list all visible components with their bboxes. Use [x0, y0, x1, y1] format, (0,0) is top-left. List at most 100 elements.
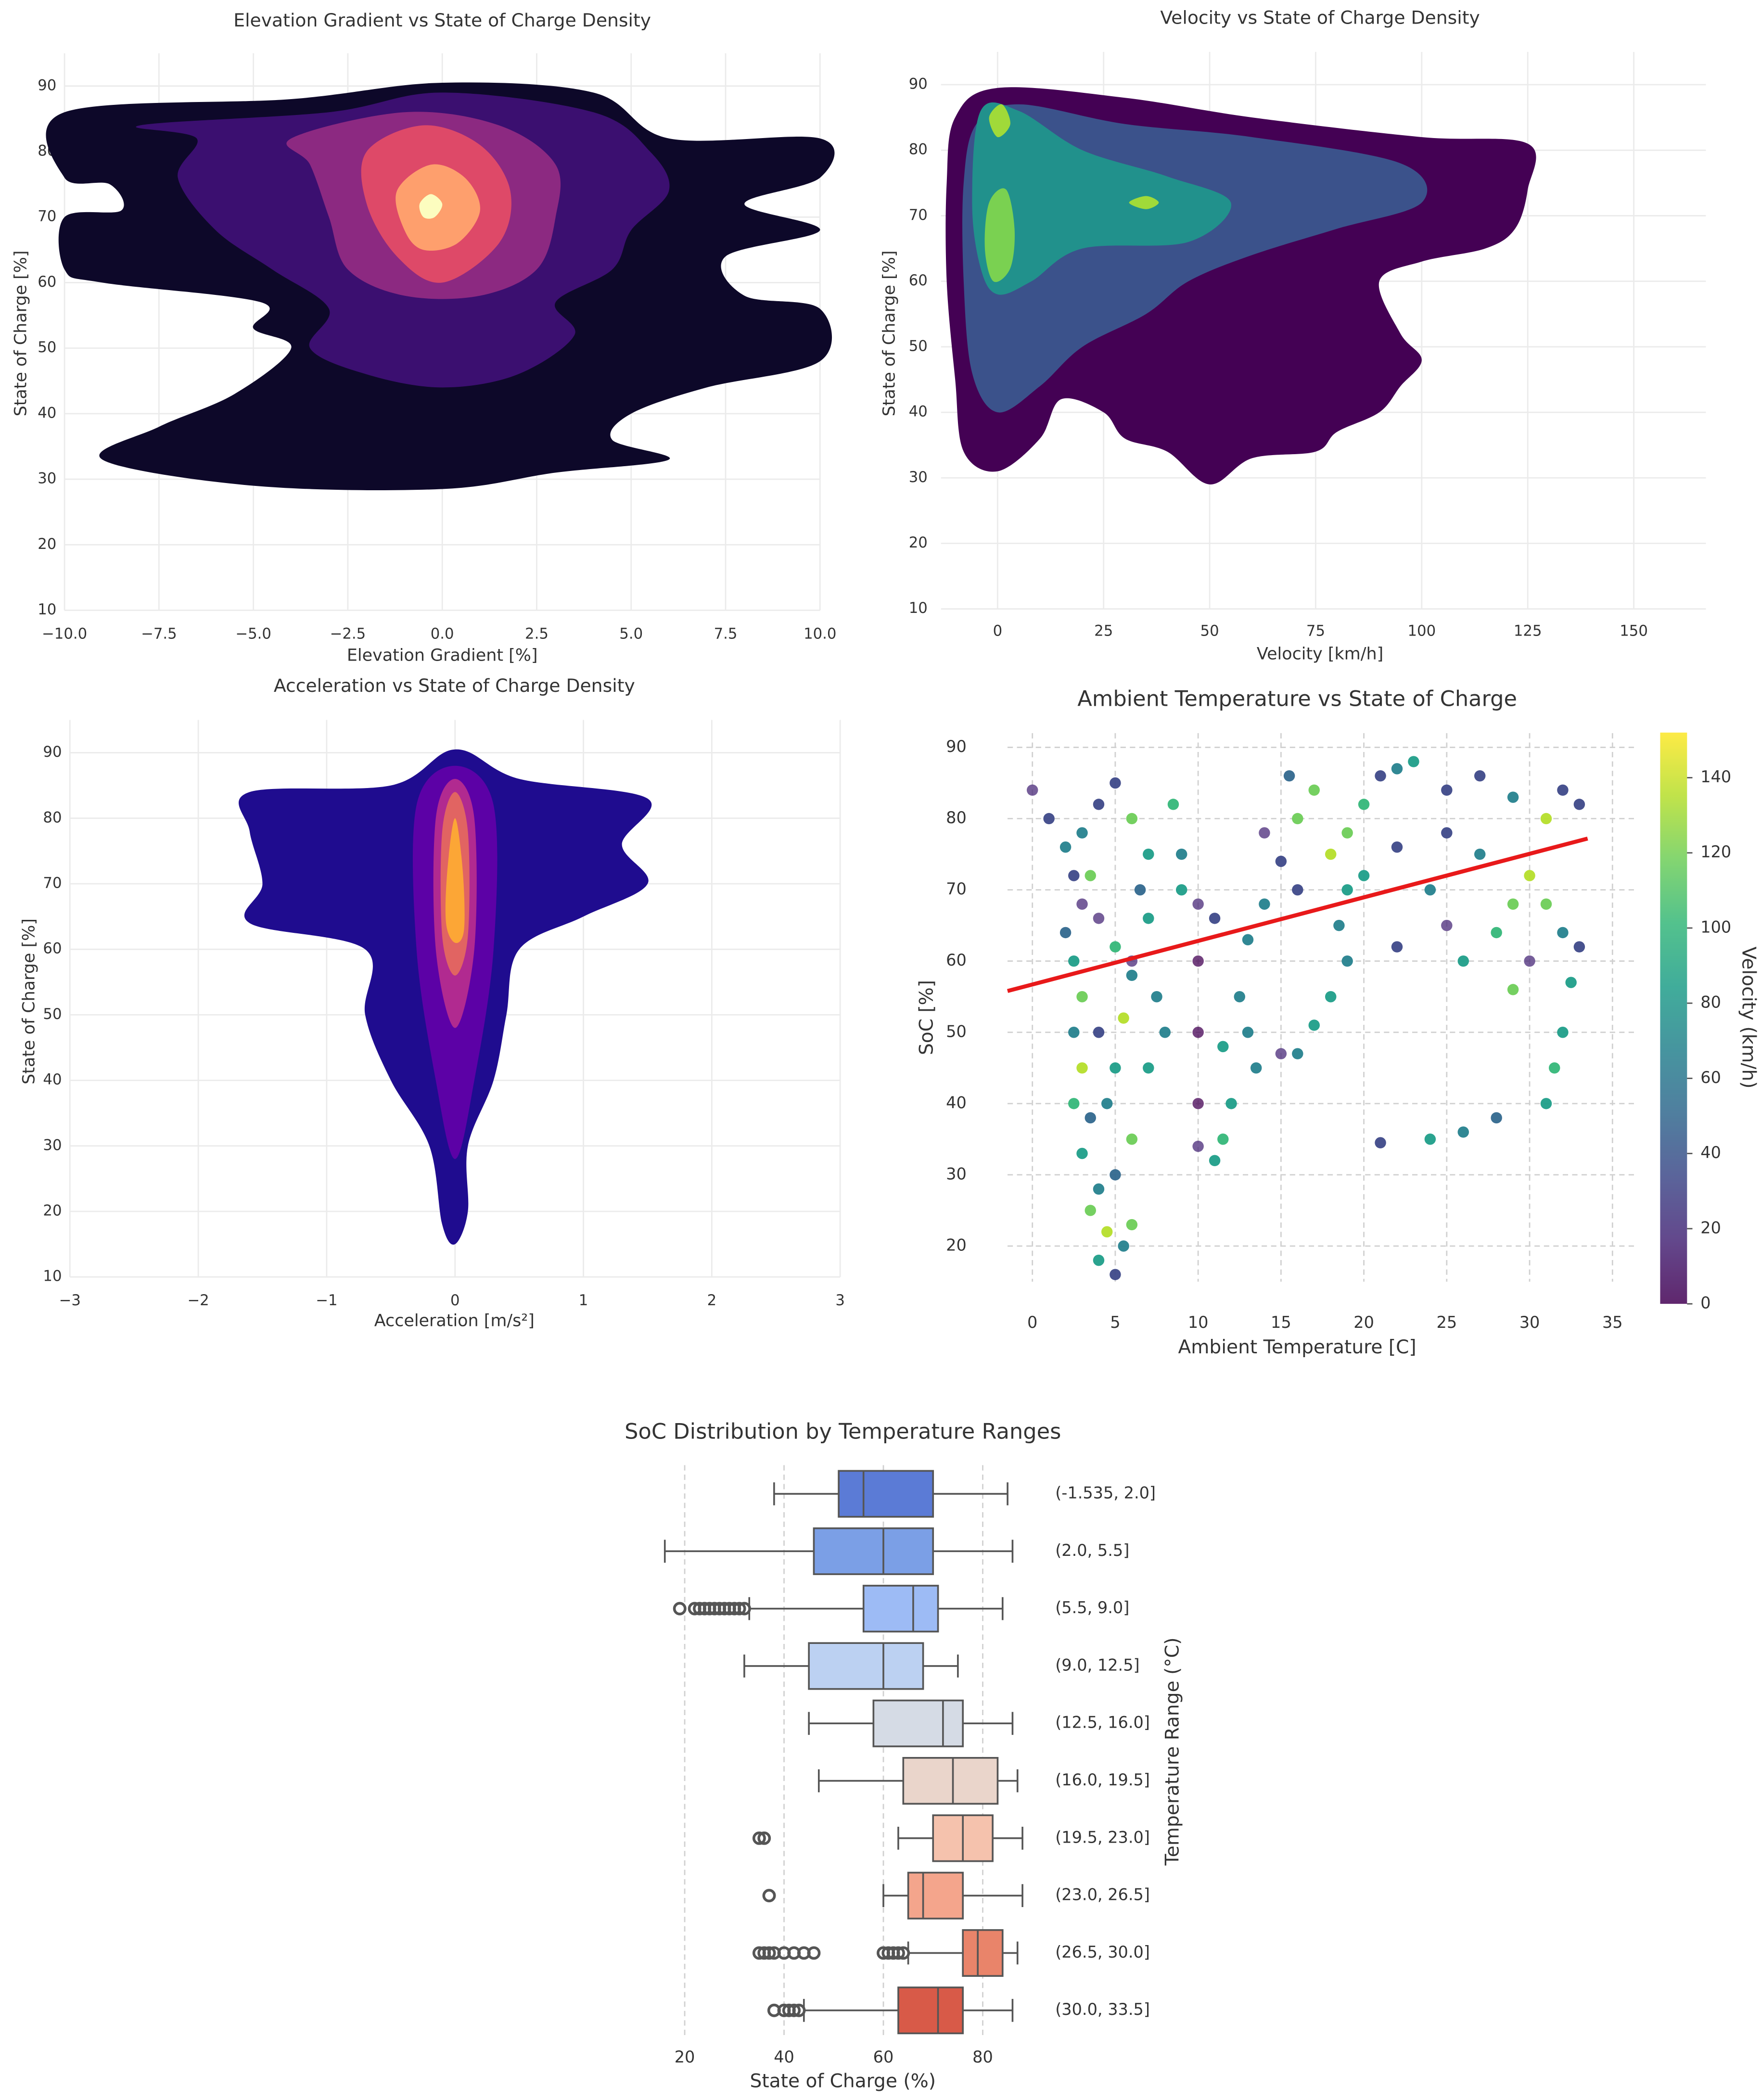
y-tick-label: 10 [43, 1268, 62, 1285]
scatter-point [1391, 763, 1403, 775]
y-tick-label: 90 [38, 76, 56, 94]
y-tick-label: 50 [909, 337, 928, 355]
scatter-point [1126, 1133, 1138, 1145]
scatter-point [1085, 1205, 1096, 1216]
scatter-point [1573, 941, 1585, 953]
category-label: (2.0, 5.5] [1055, 1541, 1129, 1560]
x-tick-label: −2 [187, 1292, 209, 1309]
x-tick-label: −3 [59, 1292, 81, 1309]
x-axis-label: Elevation Gradient [%] [347, 646, 538, 665]
chart-title: Velocity vs State of Charge Density [1160, 7, 1480, 28]
scatter-point [1540, 813, 1552, 825]
scatter-point [1217, 1133, 1229, 1145]
x-tick-label: 150 [1620, 623, 1648, 640]
y-tick-label: 30 [38, 470, 56, 487]
density-contour [445, 818, 465, 943]
category-label: (9.0, 12.5] [1055, 1655, 1139, 1674]
scatter-point [1234, 991, 1245, 1003]
scatter-point [1424, 1133, 1436, 1145]
scatter-point [1292, 1048, 1303, 1059]
box [813, 1527, 934, 1575]
scatter-point [1126, 813, 1138, 825]
scatter-point [1159, 1027, 1171, 1038]
y-tick-label: 90 [909, 75, 928, 92]
y-tick-label: 20 [946, 1235, 967, 1254]
scatter-point [1375, 1137, 1386, 1149]
scatter-point [1358, 799, 1370, 810]
scatter-point [1250, 1062, 1262, 1074]
y-tick-label: 60 [43, 940, 62, 957]
chart-title: Acceleration vs State of Charge Density [274, 675, 635, 696]
outlier [737, 1602, 751, 1616]
scatter-point [1068, 870, 1080, 881]
outlier [757, 1831, 771, 1845]
colorbar-tick-label: 100 [1700, 917, 1731, 936]
scatter-point [1059, 841, 1072, 853]
scatter-point [1118, 1240, 1129, 1252]
box [962, 1929, 1004, 1977]
scatter-point [1292, 813, 1303, 825]
outlier [762, 1946, 776, 1960]
y-axis-label: State of Charge [%] [880, 250, 899, 416]
category-label: (19.5, 23.0] [1055, 1828, 1150, 1846]
x-tick-label: −1 [316, 1292, 337, 1309]
y-axis-label: SoC [%] [916, 980, 937, 1055]
y-tick-label: 50 [946, 1022, 967, 1041]
y-tick-label: 30 [909, 469, 928, 486]
y-tick-label: 10 [909, 599, 928, 617]
scatter-point [1076, 991, 1088, 1003]
colorbar [1660, 732, 1687, 1304]
category-label: (30.0, 33.5] [1055, 2000, 1150, 2019]
x-tick-label: 2 [707, 1292, 717, 1309]
scatter-point [1548, 1062, 1560, 1074]
scatter-point [1441, 919, 1453, 931]
y-tick-label: 70 [946, 879, 967, 898]
y-tick-label: 10 [38, 601, 56, 618]
scatter-point [1110, 941, 1121, 953]
colorbar-tick-label: 20 [1700, 1218, 1721, 1237]
scatter-point [1540, 1098, 1552, 1109]
scatter-point [1175, 884, 1187, 896]
outlier [792, 2003, 806, 2017]
outlier [762, 1889, 776, 1903]
scatter-point [1341, 955, 1353, 967]
x-tick-label: −10.0 [42, 625, 87, 642]
scatter-point [1110, 1269, 1121, 1280]
scatter-point [1292, 884, 1303, 896]
x-tick-label: 40 [774, 2048, 794, 2066]
scatter-point [1408, 756, 1419, 767]
scatter-point [1424, 884, 1436, 896]
scatter-point [1491, 1112, 1502, 1124]
scatter-point [1093, 1254, 1105, 1266]
colorbar-tick-label: 60 [1700, 1068, 1721, 1087]
y-tick-label: 40 [43, 1071, 62, 1088]
scatter-point [1143, 848, 1154, 860]
density-contour [1129, 196, 1159, 209]
scatter-point [1524, 955, 1535, 967]
scatter-point [1325, 848, 1337, 860]
y-tick-label: 60 [38, 273, 56, 291]
x-tick-label: 30 [1519, 1313, 1540, 1332]
y-axis-label: State of Charge [%] [19, 918, 38, 1084]
scatter-point [1242, 934, 1254, 945]
x-tick-label: −5.0 [235, 625, 271, 642]
box [808, 1642, 924, 1690]
colorbar-tick-label: 120 [1700, 842, 1731, 861]
box [907, 1871, 964, 1920]
y-tick-label: 80 [909, 141, 928, 158]
scatter-point [1491, 927, 1502, 939]
y-tick-label: 40 [909, 403, 928, 420]
category-label: (5.5, 9.0] [1055, 1598, 1129, 1617]
x-tick-label: 100 [1408, 623, 1436, 640]
scatter-point [1217, 1041, 1229, 1053]
y-axis-label: State of Charge [%] [12, 250, 31, 416]
scatter-point [1167, 799, 1179, 810]
scatter-point [1076, 1147, 1088, 1159]
scatter-point [1110, 1062, 1121, 1074]
scatter-point [1308, 784, 1320, 796]
scatter-point [1059, 927, 1072, 939]
y-tick-label: 20 [909, 534, 928, 551]
y-tick-label: 80 [43, 809, 62, 826]
y-tick-label: 70 [38, 208, 56, 225]
